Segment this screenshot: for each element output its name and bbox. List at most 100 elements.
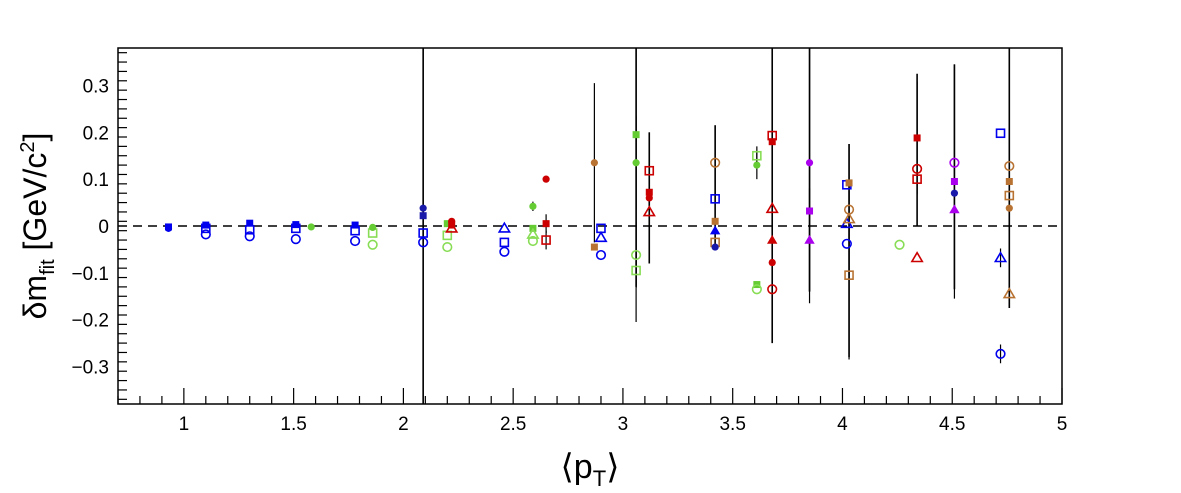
y-tick-label: −0.2 bbox=[71, 311, 109, 332]
data-point-square bbox=[164, 223, 172, 231]
y-axis-title-main: δm bbox=[17, 275, 53, 319]
x-axis-title-close: ⟩ bbox=[606, 448, 619, 486]
data-point-square bbox=[995, 128, 1006, 139]
data-point-triangle bbox=[642, 205, 656, 217]
data-point-square bbox=[844, 270, 854, 280]
x-axis-title-main: ⟨p bbox=[561, 448, 593, 486]
y-tick-label: 0.1 bbox=[83, 170, 109, 191]
data-point-circle bbox=[244, 231, 255, 242]
x-tick-label: 1.5 bbox=[280, 414, 306, 435]
data-point-triangle bbox=[765, 201, 779, 214]
x-tick-label: 4.5 bbox=[939, 414, 965, 435]
data-point-circle bbox=[369, 223, 377, 232]
data-point-circle bbox=[711, 243, 719, 251]
x-tick-label: 2 bbox=[398, 414, 409, 435]
y-axis-title-subscript: fit bbox=[37, 259, 59, 275]
x-tick-label: 3 bbox=[618, 414, 629, 435]
data-point-square bbox=[912, 174, 922, 184]
data-point-circle bbox=[595, 249, 607, 261]
data-point-circle bbox=[418, 237, 429, 248]
data-point-square bbox=[768, 138, 776, 146]
data-point-triangle bbox=[526, 227, 540, 239]
data-point-circle bbox=[349, 235, 361, 247]
data-point-square bbox=[645, 188, 653, 196]
x-tick-label: 3.5 bbox=[719, 414, 745, 435]
data-point-circle bbox=[753, 161, 761, 169]
data-point-circle bbox=[200, 229, 211, 240]
data-point-circle bbox=[590, 159, 598, 167]
data-point-circle bbox=[307, 223, 315, 231]
data-point-square bbox=[1004, 190, 1015, 201]
minor-ticks bbox=[117, 52, 1063, 404]
data-point-circle bbox=[912, 163, 923, 174]
data-point-circle bbox=[290, 234, 301, 245]
data-point-triangle bbox=[993, 251, 1008, 263]
data-point-circle bbox=[1004, 160, 1015, 172]
x-tick-label: 5 bbox=[1057, 414, 1068, 435]
data-point-triangle bbox=[949, 204, 960, 214]
y-tick-label: −0.1 bbox=[71, 264, 109, 285]
data-point-square bbox=[542, 220, 550, 228]
x-axis-ticks: 1 1.5 2 2.5 3 3.5 4 4.5 5 bbox=[179, 414, 1068, 435]
y-tick-label: 0 bbox=[98, 217, 109, 238]
x-tick-label: 1 bbox=[179, 414, 190, 435]
data-point-square bbox=[448, 221, 456, 229]
data-point-square bbox=[499, 237, 510, 248]
data-point-square bbox=[752, 150, 762, 161]
data-point-square bbox=[631, 265, 641, 276]
data-point-square bbox=[246, 219, 254, 227]
data-point-circle bbox=[499, 246, 510, 257]
data-point-triangle bbox=[910, 251, 924, 263]
x-axis-title-subscript: T bbox=[593, 466, 606, 491]
data-point-circle bbox=[767, 284, 778, 295]
x-tick-label: 2.5 bbox=[500, 414, 526, 435]
data-point-square bbox=[710, 194, 720, 204]
data-point-circle bbox=[631, 249, 642, 261]
data-point-square bbox=[351, 221, 359, 229]
x-tick-label: 4 bbox=[837, 414, 848, 435]
y-axis-title-unit: [GeV/c bbox=[17, 153, 53, 260]
data-point-square bbox=[418, 228, 428, 238]
data-point-triangle bbox=[709, 225, 721, 235]
data-point-triangle bbox=[804, 234, 815, 244]
data-point-square bbox=[590, 243, 598, 251]
data-point-square bbox=[541, 235, 551, 245]
data-point-circle bbox=[1005, 204, 1013, 212]
data-point-square bbox=[950, 178, 958, 185]
y-axis-ticks: 0.3 0.2 0.1 0 −0.1 −0.2 −0.3 bbox=[71, 76, 109, 378]
data-point-circle bbox=[805, 159, 814, 167]
data-point-circle bbox=[950, 189, 959, 197]
data-point-circle bbox=[632, 159, 640, 167]
data-point-circle bbox=[367, 239, 378, 250]
data-point-triangle bbox=[1002, 287, 1016, 299]
data-point-square bbox=[292, 221, 300, 229]
data-point-circle bbox=[894, 239, 905, 250]
data-point-circle bbox=[419, 204, 427, 212]
y-axis-title-unit-close: ] bbox=[17, 133, 53, 142]
y-tick-label: 0.3 bbox=[83, 76, 109, 97]
data-point-circle bbox=[442, 241, 453, 253]
data-point-circle bbox=[768, 258, 776, 267]
data-point-triangle bbox=[594, 230, 608, 243]
data-point-triangle bbox=[445, 221, 459, 233]
data-point-circle bbox=[645, 194, 653, 202]
data-point-circle bbox=[527, 235, 539, 247]
data-point-circle bbox=[710, 157, 721, 168]
data-point-triangle bbox=[767, 234, 778, 244]
data-point-square bbox=[632, 131, 640, 139]
data-point-circle bbox=[542, 175, 550, 183]
y-axis-title-superscript: 2 bbox=[17, 142, 39, 153]
data-point-triangle bbox=[842, 212, 856, 224]
data-point-circle bbox=[751, 284, 762, 295]
data-point-circle bbox=[529, 202, 537, 210]
data-point-square bbox=[806, 207, 814, 215]
data-point-square bbox=[711, 217, 719, 225]
data-point-square bbox=[913, 134, 921, 142]
data-point-triangle bbox=[497, 221, 511, 233]
data-point-circle bbox=[841, 238, 852, 249]
data-point-circle bbox=[949, 157, 960, 168]
data-point-square bbox=[644, 165, 655, 176]
y-axis-title: δmfit [GeV/c2] bbox=[17, 133, 59, 320]
data-point-square bbox=[419, 212, 427, 220]
